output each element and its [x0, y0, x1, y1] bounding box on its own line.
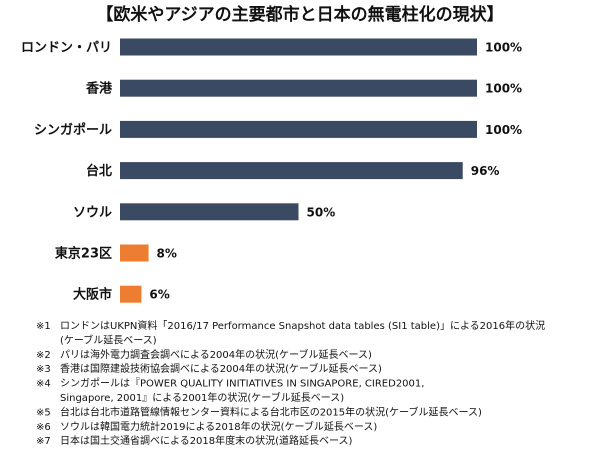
footnote-text: シンガポールは『POWER QUALITY INITIATIVES IN SIN…: [60, 378, 424, 390]
footnote-marker: ※2: [36, 350, 51, 361]
value-label: 96%: [471, 164, 500, 178]
bar: [120, 285, 142, 303]
footnote-text: ソウルは韓国電力統計2019による2018年の状況(ケーブル延長ベース): [60, 420, 377, 433]
bar: [120, 120, 477, 138]
footnote-text: Singapore, 2001』による2001年の状況(ケーブル延長ベース): [60, 391, 344, 404]
chart-title: 【欧米やアジアの主要都市と日本の無電柱化の現状】: [96, 4, 503, 25]
value-label: 8%: [157, 247, 177, 261]
value-label: 6%: [149, 288, 169, 302]
bar: [120, 38, 477, 56]
footnote-text: 香港は国際建設技術協会調べによる2004年の状況(ケーブル延長ベース): [60, 362, 382, 375]
category-label: 台北: [86, 163, 112, 179]
category-label: 香港: [85, 81, 113, 97]
value-label: 100%: [485, 123, 522, 137]
category-label: ソウル: [73, 205, 112, 220]
footnote-text: 日本は国土交通省調べによる2018年度末の状況(道路延長ベース): [60, 434, 353, 447]
footnote-marker: ※6: [36, 422, 51, 433]
footnote-text: 台北は台北市道路管線情報センター資料による台北市区の2015年の状況(ケーブル延…: [60, 405, 482, 418]
value-label: 100%: [485, 41, 522, 55]
bar: [120, 244, 149, 262]
footnote-text: (ケーブル延長ベース): [60, 333, 157, 346]
footnote-marker: ※4: [36, 379, 51, 390]
category-label: ロンドン・パリ: [21, 41, 112, 56]
value-label: 50%: [307, 205, 336, 219]
footnote-marker: ※5: [36, 407, 51, 418]
category-label: 東京23区: [55, 246, 112, 262]
value-label: 100%: [485, 82, 522, 96]
category-label: シンガポール: [34, 122, 112, 138]
bar: [120, 203, 299, 221]
footnote-marker: ※1: [36, 321, 51, 332]
footnote-text: パリは海外電力調査会調べによる2004年の状況(ケーブル延長ベース): [60, 348, 372, 361]
bar: [120, 162, 463, 180]
footnote-marker: ※3: [36, 364, 51, 375]
bar: [120, 79, 477, 97]
footnote-marker: ※7: [36, 436, 51, 447]
footnote-text: ロンドンはUKPN資料「2016/17 Performance Snapshot…: [60, 319, 545, 332]
category-label: 大阪市: [73, 287, 112, 303]
